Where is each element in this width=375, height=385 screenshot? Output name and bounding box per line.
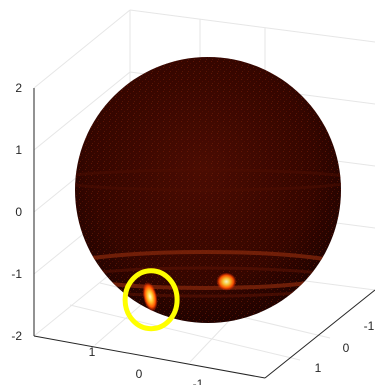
circled-hotspot <box>122 268 180 332</box>
z-tick-label: 0 <box>15 205 22 219</box>
highlight-circle <box>122 268 180 332</box>
hotspots <box>122 268 237 332</box>
x-tick-label: -1 <box>193 377 204 385</box>
right-hotspot <box>216 272 237 291</box>
axes <box>33 88 375 379</box>
x-tick-label: 0 <box>136 367 143 381</box>
z-tick-label: -2 <box>11 329 22 343</box>
y-tick-label: 0 <box>343 341 350 355</box>
z-tick-label: 1 <box>15 143 22 157</box>
sphere-surface <box>75 57 341 323</box>
z-tick-label: 2 <box>15 81 22 95</box>
z-tick-label: -1 <box>11 267 22 281</box>
y-tick-label: 1 <box>315 361 322 375</box>
x-tick-label: 1 <box>89 345 96 359</box>
y-tick-label: -1 <box>364 319 375 333</box>
